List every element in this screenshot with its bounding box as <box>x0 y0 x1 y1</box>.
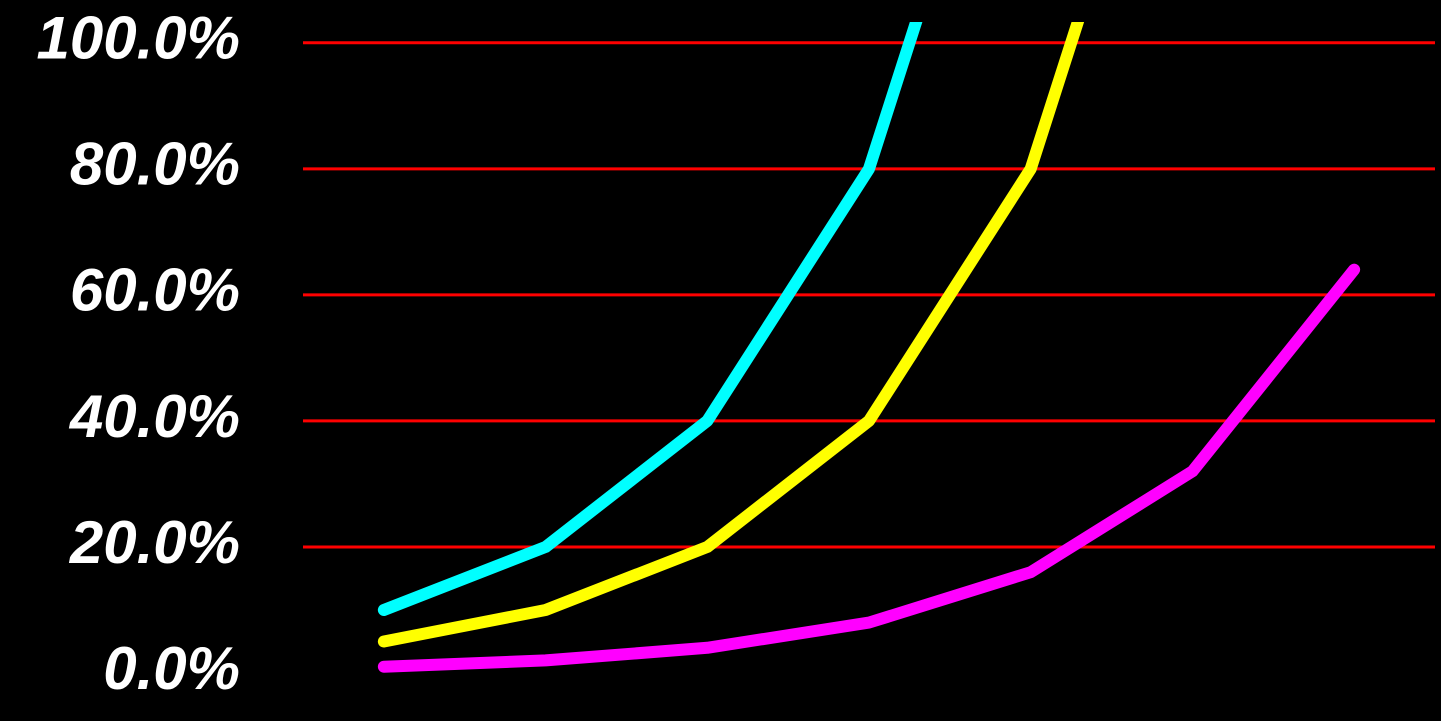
y-tick-label: 60.0% <box>70 257 240 324</box>
plot-area <box>377 22 1361 673</box>
line-series <box>377 22 1085 648</box>
y-tick-label: 40.0% <box>69 383 240 450</box>
y-tick-label: 80.0% <box>70 131 240 198</box>
y-tick-label: 100.0% <box>37 5 241 72</box>
y-tick-label: 20.0% <box>69 509 240 576</box>
line-series <box>377 22 923 616</box>
line-series <box>377 263 1361 673</box>
y-tick-label: 0.0% <box>103 635 240 702</box>
